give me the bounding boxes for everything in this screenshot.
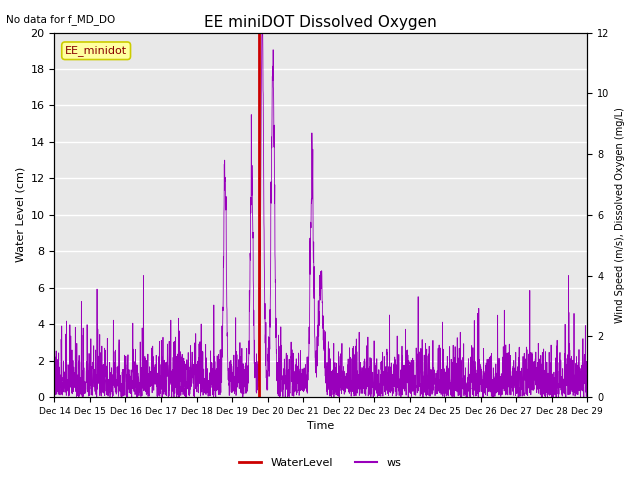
X-axis label: Time: Time [307,421,335,432]
Text: No data for f_MD_DO: No data for f_MD_DO [6,14,116,25]
Y-axis label: Wind Speed (m/s), Dissolved Oxygen (mg/L): Wind Speed (m/s), Dissolved Oxygen (mg/L… [615,107,625,323]
Title: EE miniDOT Dissolved Oxygen: EE miniDOT Dissolved Oxygen [205,15,437,30]
Text: EE_minidot: EE_minidot [65,45,127,56]
Y-axis label: Water Level (cm): Water Level (cm) [15,167,25,263]
Legend: WaterLevel, ws: WaterLevel, ws [235,453,405,472]
